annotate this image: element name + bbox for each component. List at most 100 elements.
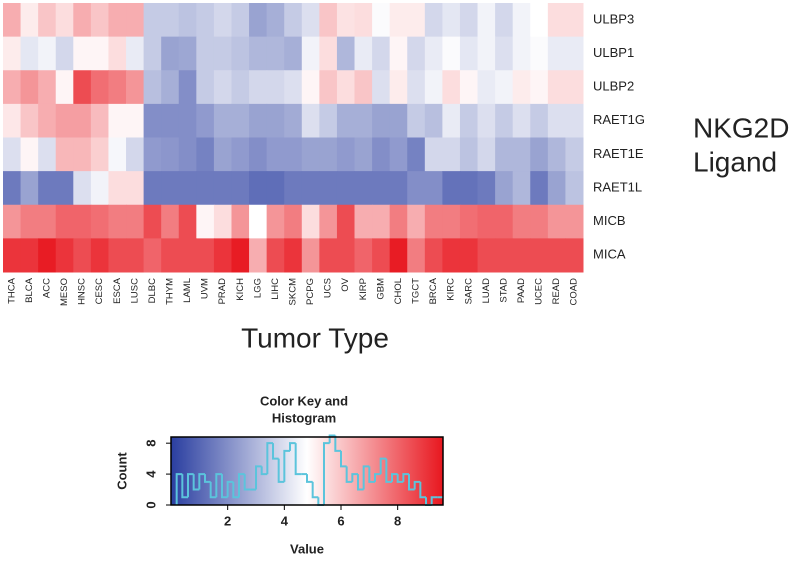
heatmap-cell	[3, 103, 22, 138]
heatmap-cell	[249, 103, 268, 138]
heatmap-cell	[161, 171, 180, 206]
heatmap-cell	[565, 238, 584, 273]
column-label: COAD	[569, 278, 580, 306]
row-label: RAET1E	[593, 146, 644, 161]
histogram-step	[232, 481, 239, 499]
heatmap-cell	[354, 70, 373, 105]
heatmap-cell	[424, 238, 443, 273]
heatmap-cell	[372, 204, 391, 239]
heatmap-cell	[108, 171, 127, 206]
heatmap-cell	[55, 3, 74, 38]
heatmap-cell	[530, 3, 549, 38]
heatmap-cell	[459, 238, 479, 273]
column-label: TGCT	[411, 278, 422, 304]
x-tick-label: 6	[337, 513, 344, 528]
heatmap-cell	[284, 103, 303, 138]
heatmap-cell	[73, 3, 92, 38]
heatmap-cell	[126, 238, 145, 273]
heatmap-cell	[178, 171, 197, 206]
histogram-step	[192, 474, 200, 491]
histogram-step	[260, 466, 268, 476]
column-label: KIRP	[358, 278, 369, 300]
column-label: STAD	[498, 278, 509, 303]
heatmap-cell	[565, 171, 584, 206]
heatmap-cell	[38, 103, 57, 138]
heatmap-cell	[3, 70, 22, 105]
heatmap-cell	[20, 36, 39, 71]
heatmap-cell	[20, 70, 39, 105]
heatmap-cell	[407, 137, 426, 172]
heatmap-cell	[354, 137, 373, 172]
heatmap-cell	[108, 204, 127, 239]
heatmap-cell	[161, 70, 180, 105]
row-label: ULBP3	[593, 11, 634, 26]
heatmap-cell	[266, 36, 285, 71]
heatmap-cell	[354, 3, 373, 38]
column-label: PAAD	[516, 278, 527, 303]
heatmap-cell	[512, 171, 531, 206]
column-label: LUSC	[129, 278, 140, 303]
histogram-step	[272, 443, 279, 460]
histogram-step	[226, 480, 234, 498]
heatmap-cell	[372, 137, 391, 172]
heatmap-cell	[178, 103, 197, 138]
heatmap-cell	[126, 3, 145, 38]
heatmap-cell	[3, 3, 22, 38]
column-label: THCA	[6, 277, 17, 304]
heatmap-cell	[354, 171, 373, 206]
heatmap-cell	[407, 70, 426, 105]
heatmap-cell	[442, 137, 461, 172]
heatmap-cell	[266, 204, 285, 239]
heatmap-cell	[38, 204, 57, 239]
histogram-step	[379, 457, 387, 475]
heatmap-cell	[196, 36, 215, 71]
y-tick-label: 4	[143, 470, 158, 478]
heatmap-cell	[495, 70, 514, 105]
heatmap-cell	[336, 70, 356, 105]
column-label: DLBC	[147, 278, 158, 303]
heatmap-cell	[319, 3, 338, 38]
heatmap-cell	[126, 103, 145, 138]
heatmap-cell	[477, 238, 496, 273]
histogram-step	[374, 473, 381, 482]
column-label: CHOL	[393, 278, 404, 304]
histogram-step	[402, 473, 409, 482]
heatmap-cell	[301, 3, 320, 38]
heatmap-cell	[90, 171, 109, 206]
heatmap-cell	[512, 103, 531, 138]
heatmap-cell	[372, 3, 391, 38]
histogram-step	[419, 481, 426, 499]
heatmap-cell	[336, 36, 356, 71]
heatmap-cell	[301, 171, 320, 206]
histogram-step	[198, 473, 205, 490]
heatmap-cell	[530, 171, 549, 206]
histogram-step	[255, 465, 262, 490]
histogram-step	[215, 473, 222, 498]
heatmap-cell	[424, 204, 443, 239]
heatmap-cell	[459, 36, 479, 71]
heatmap-cell	[249, 137, 268, 172]
heatmap-cell	[354, 103, 373, 138]
heatmap-cell	[143, 103, 162, 138]
heatmap-cell	[372, 103, 391, 138]
heatmap-cell	[407, 171, 426, 206]
heatmap-cell	[126, 70, 145, 105]
heatmap-cell	[424, 171, 443, 206]
heatmap-cell	[354, 204, 373, 239]
heatmap-cell	[459, 103, 479, 138]
heatmap-cell	[143, 137, 162, 172]
side-label: Ligand	[693, 146, 777, 177]
heatmap-cell	[389, 137, 408, 172]
heatmap-cell	[38, 171, 57, 206]
heatmap-cell	[424, 70, 443, 105]
column-label: UCEC	[534, 278, 545, 305]
heatmap-cell	[477, 36, 496, 71]
heatmap-cell	[547, 103, 566, 138]
heatmap-cell	[266, 3, 285, 38]
heatmap-cell	[284, 3, 303, 38]
heatmap-cell	[389, 70, 408, 105]
column-label: READ	[551, 278, 562, 305]
y-axis-label: Count	[114, 452, 129, 490]
column-label: SKCM	[288, 278, 299, 306]
column-label: CESC	[94, 278, 105, 305]
